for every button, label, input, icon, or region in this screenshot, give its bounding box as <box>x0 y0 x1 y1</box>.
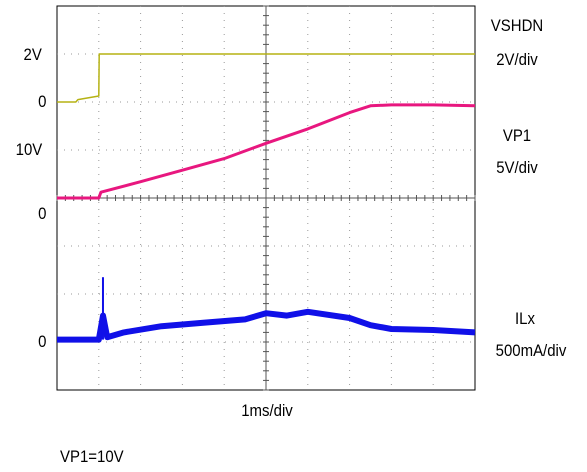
ilx-scale-label: 500mA/div <box>495 341 567 360</box>
vp1-level-label: 10V <box>15 140 42 159</box>
vshdn-level-label: 2V <box>23 45 42 64</box>
vshdn-trace <box>57 53 475 103</box>
vp1-zero-label: 0 <box>37 204 46 223</box>
vp1-name-label: VP1 <box>502 126 532 145</box>
vp1-scale-label: 5V/div <box>496 158 538 177</box>
ilx-trace <box>57 308 476 343</box>
vp1-trace <box>57 103 476 200</box>
ilx-zero-label: 0 <box>37 332 46 351</box>
ilx-name-label: ILx <box>515 309 535 328</box>
vshdn-zero-label: 0 <box>37 92 46 111</box>
test-condition-note: VP1=10V <box>60 447 124 466</box>
x-axis-label: 1ms/div <box>241 401 293 420</box>
vshdn-name-label: VSHDN <box>490 16 544 35</box>
vshdn-scale-label: 2V/div <box>496 50 538 69</box>
